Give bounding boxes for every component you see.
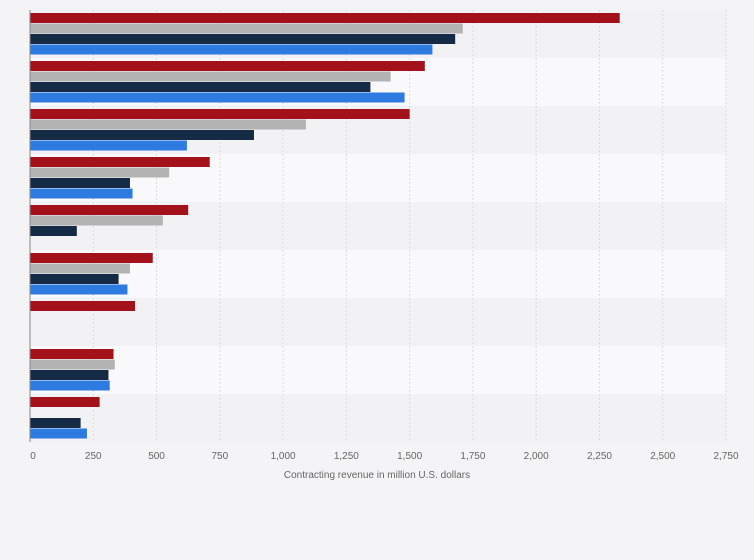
x-axis-ticks: 0 250 500 750 1,000 1,250 1,500 1,750 2,000 2,250…: [30, 451, 739, 462]
bar: [30, 226, 77, 236]
bar: [30, 119, 306, 130]
x-tick-label: 250: [85, 451, 102, 462]
bar: [30, 34, 456, 44]
bar: [30, 428, 87, 439]
row-band: [30, 394, 726, 442]
bar: [30, 418, 81, 428]
x-tick-label: 2,500: [650, 451, 675, 462]
x-tick-label: 1,000: [271, 451, 296, 462]
bar: [30, 167, 170, 178]
bar: [30, 397, 100, 407]
bar: [30, 253, 153, 263]
bar: [30, 380, 110, 391]
bar: [30, 140, 187, 151]
bar: [30, 349, 114, 359]
bar: [30, 13, 620, 23]
bar: [30, 61, 425, 71]
x-tick-label: 500: [148, 451, 165, 462]
x-tick-label: 1,250: [334, 451, 359, 462]
bar: [30, 370, 109, 380]
bar: [30, 274, 119, 284]
bar: [30, 44, 433, 55]
x-tick-label: 1,500: [397, 451, 422, 462]
bar: [30, 92, 405, 103]
bar: [30, 130, 254, 140]
bar: [30, 23, 463, 34]
x-tick-label: 1,750: [460, 451, 485, 462]
x-tick-label: 2,750: [713, 451, 738, 462]
x-tick-label: 0: [30, 451, 36, 462]
bar-series: [30, 13, 620, 439]
bar: [30, 205, 189, 215]
bar: [30, 301, 136, 311]
bar: [30, 359, 115, 370]
x-tick-label: 750: [211, 451, 228, 462]
row-band: [30, 346, 726, 394]
bar: [30, 178, 130, 188]
bar: [30, 188, 133, 199]
x-tick-label: 2,000: [524, 451, 549, 462]
bar: [30, 82, 371, 92]
x-axis-title: Contracting revenue in million U.S. doll…: [284, 470, 470, 481]
bar: [30, 71, 391, 82]
bar: [30, 157, 210, 167]
bar: [30, 284, 128, 295]
bar: [30, 215, 163, 226]
bar: [30, 109, 410, 119]
bar: [30, 263, 130, 274]
row-band: [30, 298, 726, 346]
x-tick-label: 2,250: [587, 451, 612, 462]
